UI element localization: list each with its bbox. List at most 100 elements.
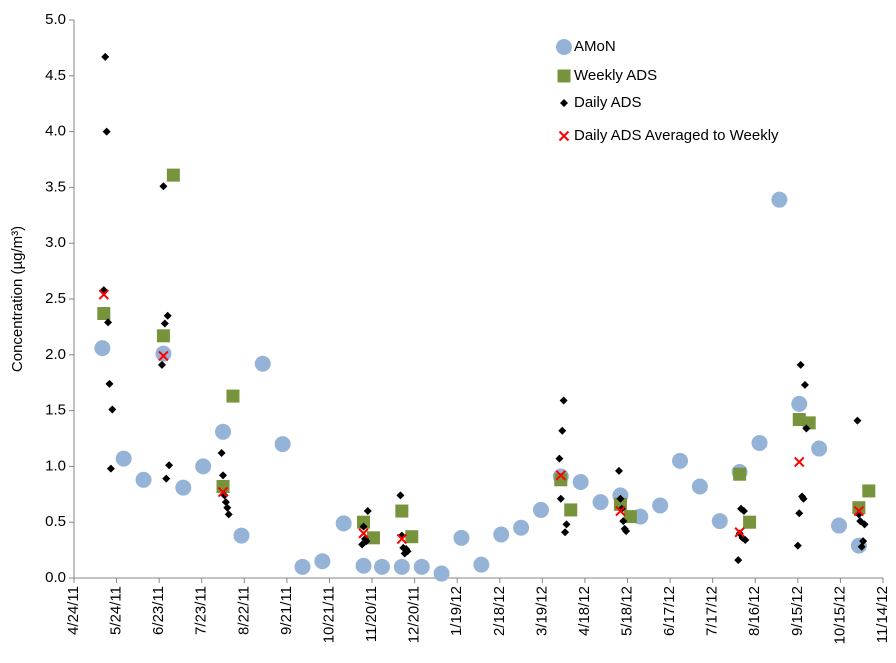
point bbox=[413, 558, 430, 575]
point bbox=[619, 517, 628, 526]
x-tick-label: 4/24/11 bbox=[65, 586, 82, 635]
point bbox=[859, 537, 868, 546]
point bbox=[493, 526, 510, 543]
point bbox=[794, 456, 805, 468]
point bbox=[162, 474, 171, 483]
y-tick-label: 1.0 bbox=[45, 457, 66, 474]
point bbox=[223, 503, 232, 512]
x-tick-label: 5/18/12 bbox=[618, 586, 635, 636]
y-tick-label: 0.0 bbox=[45, 569, 66, 586]
x-tick-label: 6/23/11 bbox=[150, 586, 167, 635]
point bbox=[853, 416, 862, 425]
point bbox=[108, 405, 117, 414]
point bbox=[473, 556, 490, 573]
point bbox=[453, 529, 470, 546]
point bbox=[860, 520, 869, 529]
y-tick-label: 2.0 bbox=[45, 346, 66, 363]
point bbox=[175, 479, 192, 496]
point bbox=[158, 350, 169, 362]
point bbox=[751, 434, 768, 451]
point bbox=[335, 515, 352, 532]
point bbox=[396, 491, 405, 500]
point bbox=[358, 528, 369, 539]
point bbox=[254, 355, 271, 372]
point bbox=[857, 542, 866, 551]
point bbox=[165, 461, 174, 470]
y-axis-label: Concentration (µg/m³) bbox=[9, 226, 26, 372]
point bbox=[94, 340, 111, 357]
legend-marker bbox=[560, 99, 568, 107]
point bbox=[796, 360, 805, 369]
legend-marker bbox=[558, 130, 570, 142]
x-tick-label: 9/21/11 bbox=[278, 586, 295, 635]
point bbox=[219, 471, 228, 480]
point bbox=[802, 424, 811, 433]
y-tick-label: 4.5 bbox=[45, 67, 66, 84]
point bbox=[362, 537, 371, 546]
point bbox=[357, 515, 371, 529]
x-tick-label: 11/20/11 bbox=[363, 586, 380, 642]
point bbox=[852, 501, 866, 515]
point bbox=[159, 182, 168, 191]
legend-marker bbox=[557, 69, 571, 83]
x-tick-label: 8/16/12 bbox=[746, 586, 763, 636]
point bbox=[513, 519, 530, 536]
point bbox=[800, 380, 809, 389]
point bbox=[104, 318, 113, 327]
x-tick-label: 7/23/11 bbox=[193, 586, 210, 635]
x-tick-label: 8/22/11 bbox=[235, 586, 252, 635]
point bbox=[793, 541, 802, 550]
y-tick-label: 4.0 bbox=[45, 123, 66, 140]
point bbox=[226, 389, 240, 403]
point bbox=[672, 452, 689, 469]
y-tick-label: 5.0 bbox=[45, 11, 66, 28]
point bbox=[562, 520, 571, 529]
x-tick-label: 4/18/12 bbox=[576, 586, 593, 636]
point bbox=[403, 547, 412, 556]
point bbox=[155, 345, 172, 362]
legend-marker bbox=[556, 39, 572, 55]
x-tick-label: 7/17/12 bbox=[704, 586, 721, 636]
point bbox=[622, 527, 631, 536]
point bbox=[101, 52, 110, 61]
point bbox=[799, 494, 808, 503]
point bbox=[157, 360, 166, 369]
point bbox=[405, 530, 419, 544]
legend-label: Daily ADS Averaged to Weekly bbox=[574, 127, 779, 144]
point bbox=[711, 513, 728, 530]
point bbox=[554, 473, 568, 487]
point bbox=[615, 466, 624, 475]
point bbox=[115, 450, 132, 467]
point bbox=[373, 558, 390, 575]
point bbox=[532, 501, 549, 518]
point bbox=[771, 191, 788, 208]
point bbox=[195, 458, 212, 475]
point bbox=[734, 556, 743, 565]
y-tick-label: 3.5 bbox=[45, 178, 66, 195]
point bbox=[691, 478, 708, 495]
point bbox=[792, 413, 806, 427]
point bbox=[615, 505, 626, 517]
point bbox=[572, 474, 589, 491]
point bbox=[862, 484, 876, 498]
point bbox=[433, 565, 450, 582]
x-tick-label: 3/19/12 bbox=[533, 586, 550, 636]
x-tick-label: 10/21/11 bbox=[320, 586, 337, 643]
point bbox=[363, 507, 372, 516]
point bbox=[217, 449, 226, 458]
x-tick-label: 12/20/11 bbox=[406, 586, 423, 643]
point bbox=[743, 515, 757, 529]
point bbox=[853, 505, 865, 517]
x-tick-label: 5/24/11 bbox=[108, 586, 125, 635]
point bbox=[395, 504, 409, 518]
y-tick-label: 2.5 bbox=[45, 290, 66, 307]
x-tick-label: 1/19/12 bbox=[448, 586, 465, 636]
point bbox=[734, 527, 745, 538]
point bbox=[156, 329, 170, 343]
point bbox=[314, 553, 331, 570]
point bbox=[831, 517, 848, 534]
point bbox=[556, 494, 565, 503]
x-tick-label: 6/17/12 bbox=[661, 586, 678, 636]
legend: AMoN Weekly ADS Daily ADS Daily ADS Average… bbox=[556, 38, 779, 144]
